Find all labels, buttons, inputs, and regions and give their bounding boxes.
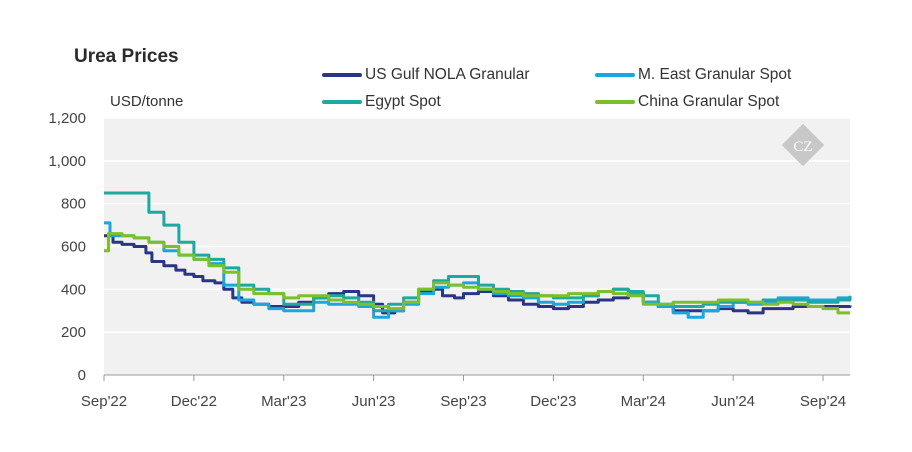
legend-swatch-us-gulf bbox=[322, 73, 362, 77]
x-tick-label: Sep'23 bbox=[440, 393, 486, 410]
y-axis-unit-label: USD/tonne bbox=[110, 93, 184, 110]
x-tick-label: Dec'22 bbox=[171, 393, 217, 410]
legend-item-egypt: Egypt Spot bbox=[322, 93, 441, 111]
y-tick-label: 1,200 bbox=[48, 110, 86, 127]
y-tick-label: 600 bbox=[61, 239, 86, 256]
legend-item-us-gulf: US Gulf NOLA Granular bbox=[322, 66, 530, 84]
x-tick-label: Mar'23 bbox=[261, 393, 306, 410]
chart-title: Urea Prices bbox=[74, 46, 179, 67]
x-tick-label: Jun'24 bbox=[711, 393, 755, 410]
legend-label-m-east: M. East Granular Spot bbox=[638, 66, 792, 83]
cz-logo-watermark: CZ bbox=[781, 123, 825, 167]
x-tick-label: Jun'23 bbox=[352, 393, 396, 410]
y-tick-label: 1,000 bbox=[48, 153, 86, 170]
legend-item-m-east: M. East Granular Spot bbox=[595, 66, 791, 84]
legend-label-egypt: Egypt Spot bbox=[365, 93, 441, 110]
legend-swatch-china bbox=[595, 100, 635, 104]
watermark-text: CZ bbox=[793, 139, 812, 155]
x-tick-label: Sep'24 bbox=[800, 393, 846, 410]
legend-item-china: China Granular Spot bbox=[595, 93, 779, 111]
y-tick-label: 0 bbox=[78, 367, 86, 384]
x-tick-label: Dec'23 bbox=[530, 393, 576, 410]
series-line-egypt-spot bbox=[104, 191, 852, 313]
series-line-china-granular-spot bbox=[104, 232, 850, 315]
series-line-us-gulf-nola-granular bbox=[104, 234, 852, 315]
x-tick-label: Mar'24 bbox=[621, 393, 666, 410]
legend-swatch-egypt bbox=[322, 100, 362, 104]
legend-swatch-m-east bbox=[595, 73, 635, 77]
legend-label-us-gulf: US Gulf NOLA Granular bbox=[365, 66, 530, 83]
y-tick-label: 800 bbox=[61, 196, 86, 213]
y-tick-label: 200 bbox=[61, 324, 86, 341]
x-tick-label: Sep'22 bbox=[81, 393, 127, 410]
y-tick-label: 400 bbox=[61, 281, 86, 298]
legend-label-china: China Granular Spot bbox=[638, 93, 780, 110]
